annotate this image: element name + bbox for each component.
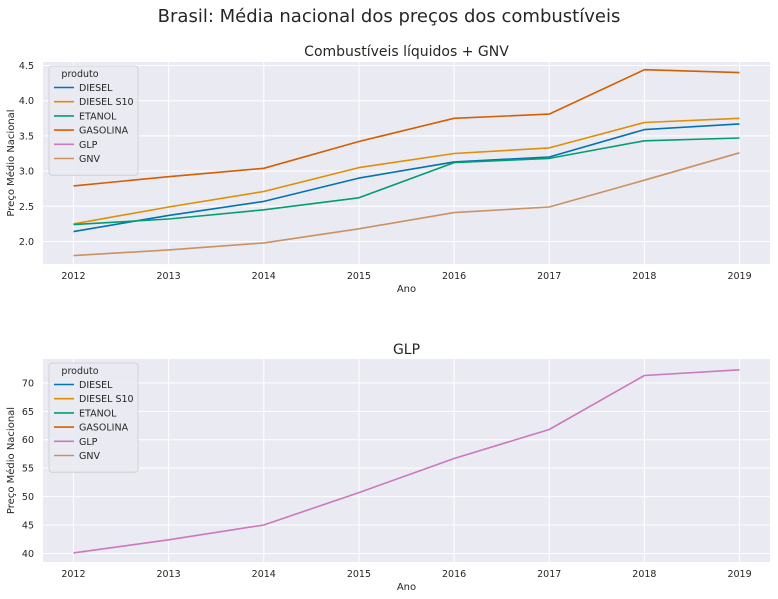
- legend: produto DIESEL DIESEL S10 ETANOL GASOLINA GLP…: [48, 65, 139, 176]
- y-axis-label: Preço Médio Nacional: [5, 109, 17, 216]
- y-tick-label: 2.0: [19, 237, 34, 248]
- x-tick-label: 2019: [727, 271, 751, 282]
- x-tick-label: 2015: [347, 569, 371, 580]
- legend-entry: ETANOL: [79, 111, 117, 122]
- y-tick-label: 2.5: [19, 202, 34, 213]
- legend-entry: GNV: [79, 451, 100, 462]
- y-tick-label: 55: [22, 464, 34, 475]
- x-tick-label: 2013: [157, 271, 181, 282]
- x-tick-label: 2012: [61, 271, 85, 282]
- plot-area: [43, 62, 770, 264]
- legend-entry: DIESEL: [79, 380, 113, 391]
- legend-entry: DIESEL S10: [79, 394, 134, 405]
- x-tick-label: 2015: [347, 271, 371, 282]
- y-tick-label: 3.5: [19, 131, 34, 142]
- x-tick-label: 2016: [442, 569, 466, 580]
- legend-entry: GLP: [79, 140, 98, 151]
- legend-box: [48, 65, 139, 176]
- x-tick-label: 2018: [632, 271, 656, 282]
- figure-suptitle: Brasil: Média nacional dos preços dos co…: [158, 6, 621, 27]
- x-tick-label: 2017: [537, 569, 561, 580]
- legend: produto DIESEL DIESEL S10 ETANOL GASOLINA GLP…: [48, 362, 139, 473]
- y-tick-label: 65: [22, 407, 34, 418]
- x-tick-label: 2013: [157, 569, 181, 580]
- legend-entry: GASOLINA: [79, 126, 129, 137]
- y-tick-label: 50: [22, 492, 34, 503]
- y-axis-label: Preço Médio Nacional: [5, 407, 17, 514]
- y-tick-label: 4.0: [19, 96, 34, 107]
- x-tick-label: 2014: [252, 569, 276, 580]
- series-line-gasolina: [73, 68, 740, 187]
- series-line-glp: [73, 369, 740, 554]
- legend-entry: ETANOL: [79, 408, 117, 419]
- chart-title: GLP: [393, 342, 420, 358]
- series-line-diesel-s10: [73, 117, 740, 225]
- y-tick-label: 4.5: [19, 61, 34, 72]
- x-axis-label: Ano: [397, 284, 416, 295]
- x-tick-label: 2014: [252, 271, 276, 282]
- legend-entry: GNV: [79, 154, 100, 165]
- chart-1: 2012 2013 2014 2015 2016 2017 2018 2019 2.0 2.5 3.…: [5, 44, 770, 295]
- legend-title: produto: [61, 366, 98, 377]
- x-tick-label: 2012: [61, 569, 85, 580]
- x-tick-label: 2019: [727, 569, 751, 580]
- legend-entry: DIESEL S10: [79, 97, 134, 108]
- y-tick-label: 60: [22, 435, 34, 446]
- chart-2: 2012 2013 2014 2015 2016 2017 2018 2019 40 45 50 55…: [5, 342, 770, 593]
- legend-title: produto: [61, 69, 98, 80]
- legend-box: [48, 362, 139, 473]
- y-tick-label: 3.0: [19, 167, 34, 178]
- y-tick-label: 70: [22, 378, 34, 389]
- x-tick-label: 2017: [537, 271, 561, 282]
- plot-area: [43, 359, 770, 562]
- x-tick-label: 2018: [632, 569, 656, 580]
- y-tick-label: 40: [22, 549, 34, 560]
- series-line-etanol: [73, 137, 740, 226]
- x-axis-label: Ano: [397, 582, 416, 593]
- series-line-diesel: [73, 123, 740, 233]
- series-line-gnv: [73, 152, 740, 257]
- x-tick-label: 2016: [442, 271, 466, 282]
- legend-entry: GLP: [79, 437, 98, 448]
- legend-entry: DIESEL: [79, 83, 113, 94]
- legend-entry: GASOLINA: [79, 423, 129, 434]
- y-tick-label: 45: [22, 521, 34, 532]
- chart-title: Combustíveis líquidos + GNV: [304, 44, 509, 60]
